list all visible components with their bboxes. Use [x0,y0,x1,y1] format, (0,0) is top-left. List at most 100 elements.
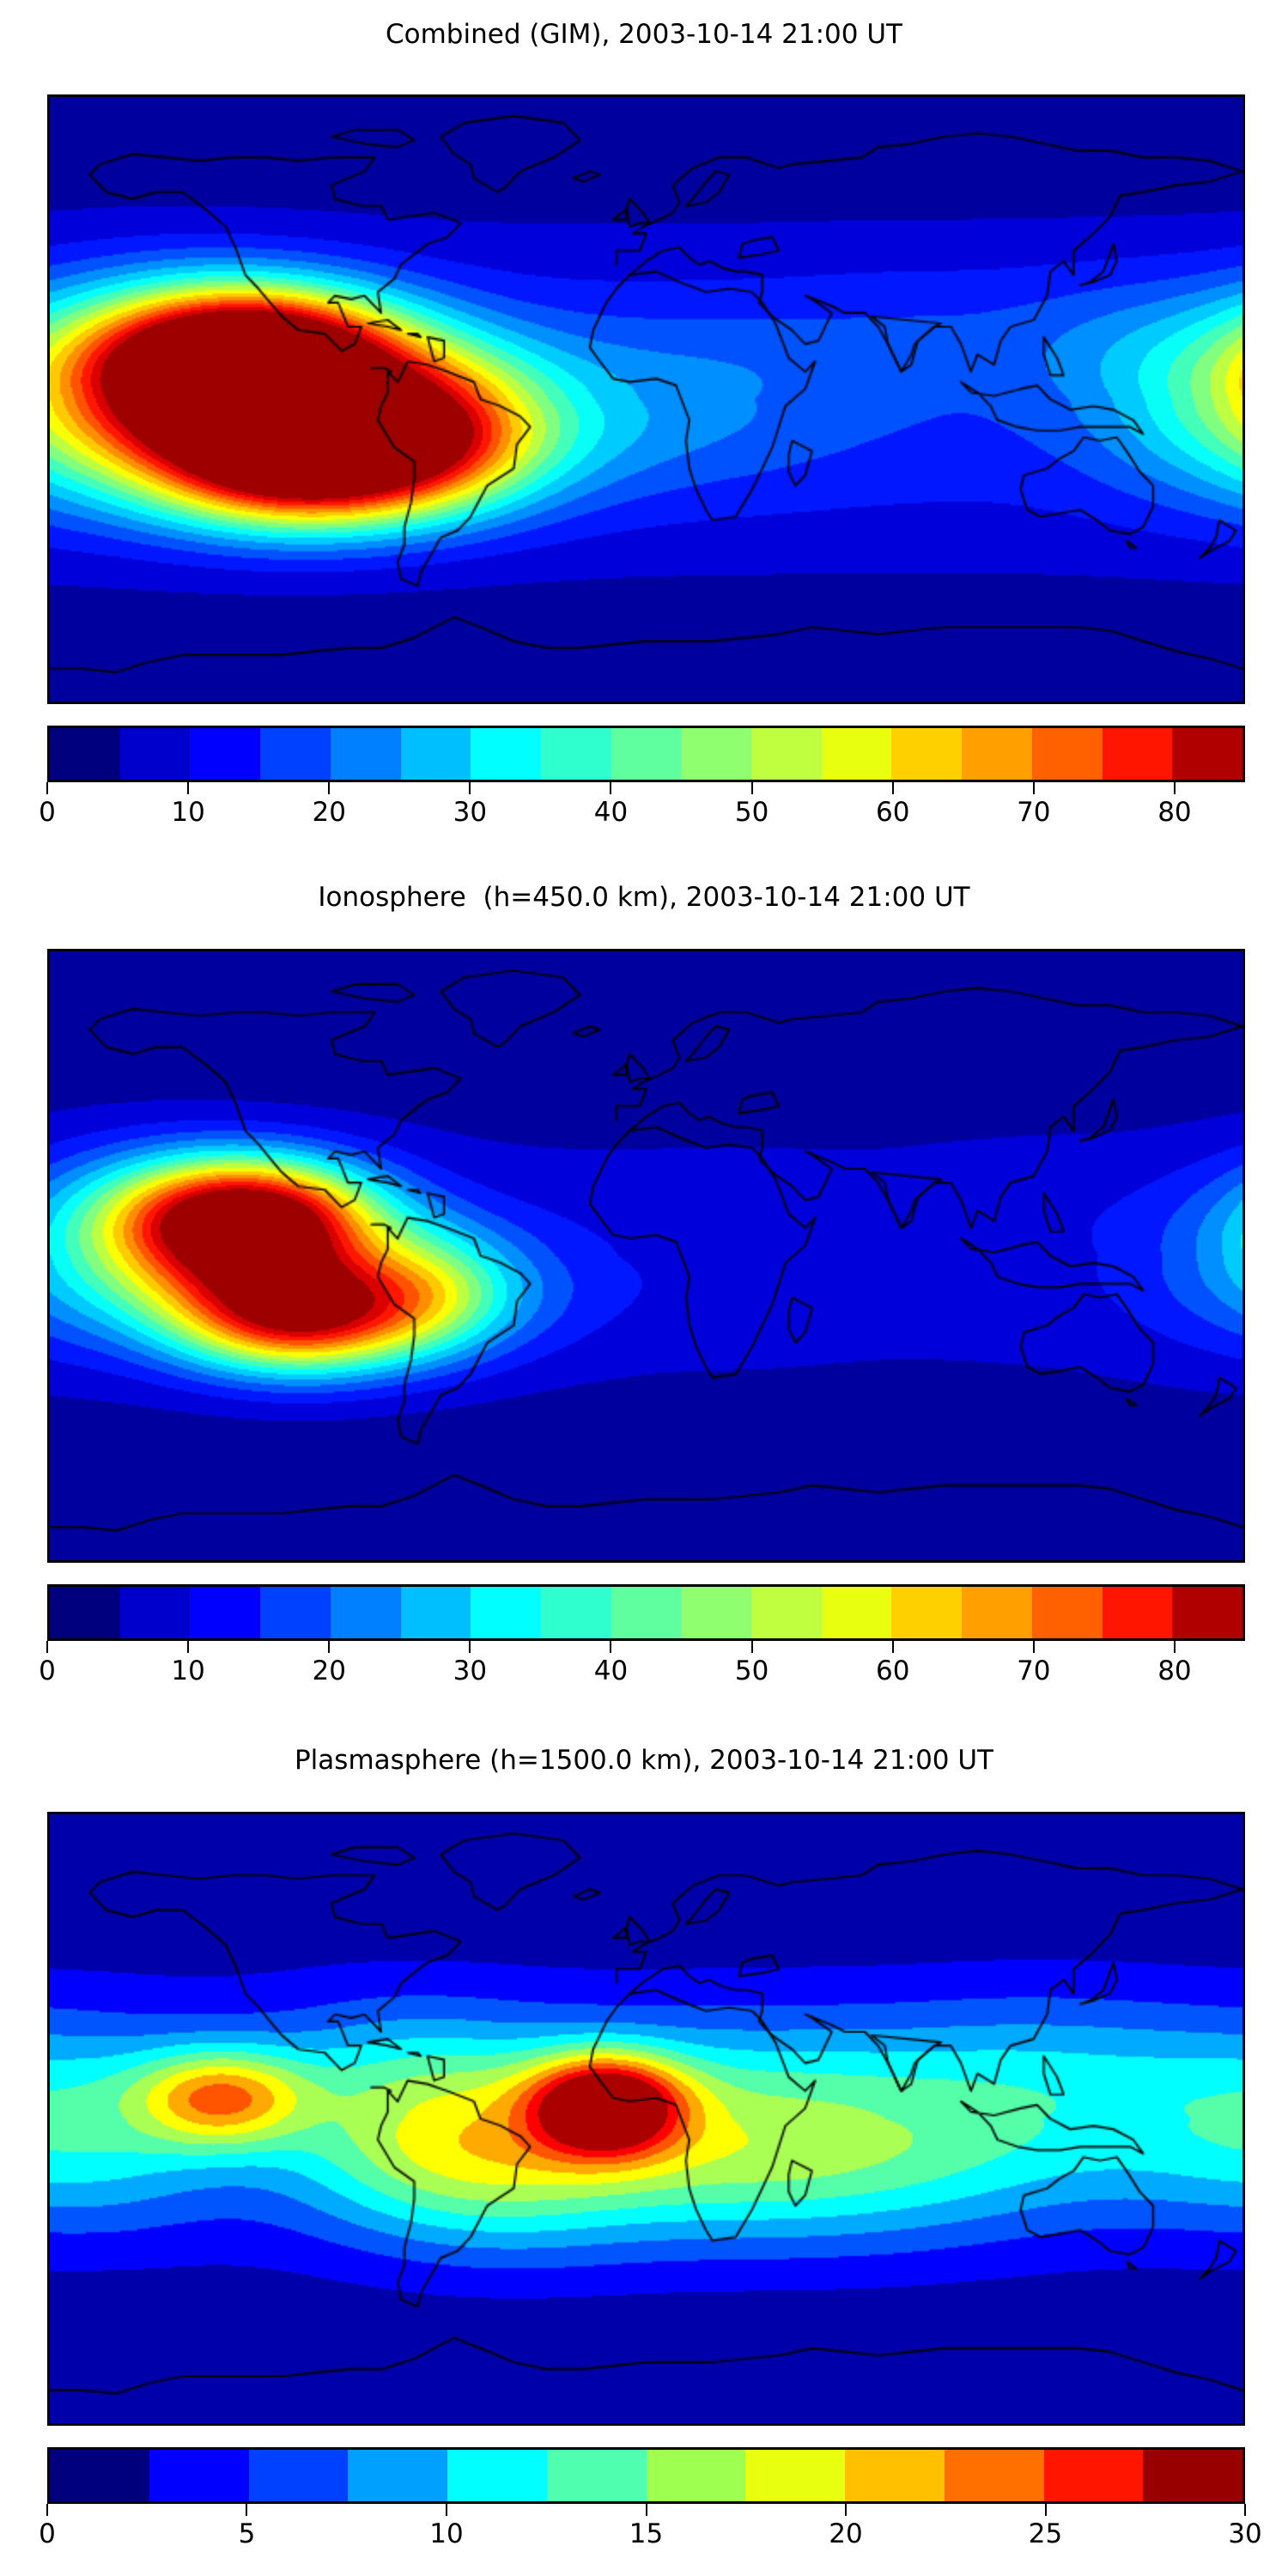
colorbar-segment [447,2450,547,2501]
colorbar-tick-label: 40 [593,797,629,828]
colorbar-tick-label: 80 [1157,797,1192,828]
colorbar-tick [328,1641,331,1653]
colorbar-tick-label: 0 [39,1656,56,1686]
colorbar-segment [611,728,682,780]
colorbar-segment [962,728,1032,780]
colorbar-segment [348,2450,447,2501]
panel-title-plasmasphere: Plasmasphere (h=1500.0 km), 2003-10-14 2… [294,1745,993,1776]
map-canvas-combined [50,97,1242,702]
colorbar-tick [46,1641,48,1653]
colorbar-tick-label: 50 [734,797,769,828]
colorbar-tick-label: 40 [593,1656,629,1686]
colorbar-tick [469,1641,471,1653]
colorbar-segment [681,1587,752,1638]
colorbar-segment [149,2450,249,2501]
colorbar-tick [469,782,471,794]
colorbar-tick [750,782,753,794]
colorbar-segment [1102,1587,1173,1638]
colorbar-segment [1043,2450,1144,2501]
colorbar-strip-combined [47,726,1245,782]
colorbar-segment [190,1587,261,1638]
colorbar-ticks-ionosphere [46,1641,1245,1653]
colorbar-segment [1031,1587,1103,1638]
colorbar-segment [1102,728,1173,780]
colorbar-segment [845,2450,945,2501]
colorbar-tick [1244,2504,1246,2516]
colorbar-segment [681,728,752,780]
colorbar-strip-plasmasphere [47,2447,1245,2504]
colorbar-labels-ionosphere: 0 10 20 30 40 50 60 70 80 [39,1653,1245,1691]
colorbar-tick [187,782,190,794]
colorbar-segment [611,1587,682,1638]
colorbar-segment [330,1587,401,1638]
colorbar-tick-label: 10 [429,2518,464,2549]
colorbar-segment [1031,728,1103,780]
colorbar-segment [119,1587,191,1638]
colorbar-strip-ionosphere [47,1584,1245,1641]
colorbar-segment [751,1587,822,1638]
colorbar-tick [1032,782,1035,794]
colorbar-segment [260,728,331,780]
colorbar-tick-label: 15 [629,2518,664,2549]
colorbar-segment [400,1587,471,1638]
colorbar-tick [445,2504,447,2516]
panel-title-ionosphere: Ionosphere (h=450.0 km), 2003-10-14 21:0… [318,882,970,913]
colorbar-segment [50,2450,149,2501]
colorbar-tick [750,1641,753,1653]
colorbar-tick [1173,782,1176,794]
colorbar-segment [260,1587,331,1638]
colorbar-segment [1143,2450,1242,2501]
colorbar-tick [891,1641,894,1653]
colorbar-segment [891,1587,963,1638]
colorbar-tick-label: 0 [39,797,56,828]
colorbar-labels-plasmasphere: 0 5 10 15 20 25 30 [39,2516,1262,2554]
colorbar-segment [944,2450,1044,2501]
colorbar-tick-label: 20 [312,797,346,828]
colorbar-ticks-plasmasphere [46,2504,1246,2516]
colorbar-tick-label: 20 [312,1656,346,1686]
colorbar-tick [1032,1641,1035,1653]
colorbar-tick-label: 5 [238,2518,256,2549]
colorbar-tick [610,1641,612,1653]
colorbar-segment [540,1587,611,1638]
map-ionosphere [47,949,1245,1563]
colorbar-segment [119,728,191,780]
colorbar-segment [546,2450,647,2501]
colorbar-tick-label: 70 [1017,797,1051,828]
colorbar-segment [751,728,822,780]
colorbar-segment [540,728,611,780]
colorbar-tick-label: 10 [171,1656,205,1686]
colorbar-tick [645,2504,647,2516]
colorbar-segment [190,728,261,780]
colorbar-tick [328,782,331,794]
colorbar-segment [400,728,471,780]
panel-title-combined: Combined (GIM), 2003-10-14 21:00 UT [386,19,902,50]
colorbar-tick-label: 60 [875,797,910,828]
colorbar-segment [1172,728,1242,780]
colorbar-tick-label: 0 [39,2518,56,2549]
colorbar-tick-label: 25 [1028,2518,1063,2549]
colorbar-ticks-combined [46,782,1245,794]
colorbar-segment [50,1587,120,1638]
colorbar-tick [844,2504,847,2516]
colorbar-segment [646,2450,746,2501]
colorbar-tick-label: 30 [1228,2518,1262,2549]
colorbar-segment [821,728,892,780]
colorbar-tick-label: 20 [829,2518,863,2549]
colorbar-segment [471,728,541,780]
colorbar-segment [1172,1587,1242,1638]
colorbar-tick-label: 30 [453,1656,488,1686]
colorbar-tick-label: 80 [1157,1656,1192,1686]
colorbar-segment [50,728,120,780]
colorbar-tick-label: 30 [453,797,488,828]
colorbar-tick [891,782,894,794]
colorbar-plasmasphere: 0 5 10 15 20 25 30 [39,2447,1262,2554]
colorbar-tick [46,782,48,794]
colorbar-tick [610,782,612,794]
colorbar-tick-label: 10 [171,797,205,828]
map-plasmasphere [47,1812,1245,2426]
colorbar-segment [745,2450,845,2501]
colorbar-tick-label: 50 [734,1656,769,1686]
colorbar-tick [1044,2504,1047,2516]
